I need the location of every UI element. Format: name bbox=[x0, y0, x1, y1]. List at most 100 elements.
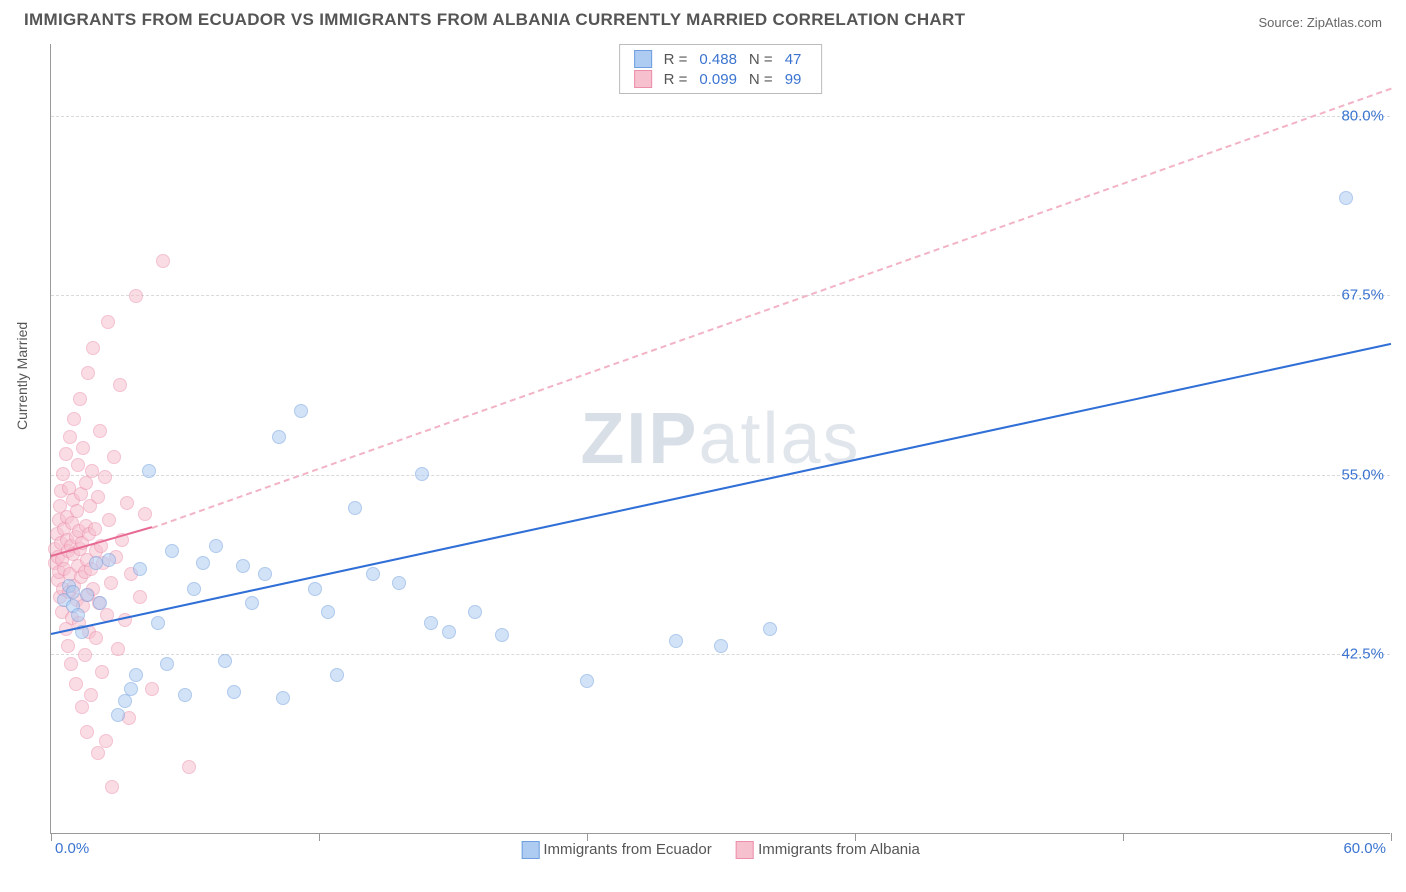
data-point-ecuador bbox=[111, 708, 125, 722]
data-point-albania bbox=[113, 378, 127, 392]
data-point-ecuador bbox=[142, 464, 156, 478]
data-point-ecuador bbox=[258, 567, 272, 581]
data-point-albania bbox=[70, 504, 84, 518]
x-tick bbox=[319, 833, 320, 841]
data-point-ecuador bbox=[102, 553, 116, 567]
data-point-ecuador bbox=[424, 616, 438, 630]
chart-title: IMMIGRANTS FROM ECUADOR VS IMMIGRANTS FR… bbox=[24, 10, 965, 30]
data-point-albania bbox=[76, 441, 90, 455]
legend-row-albania: R = 0.099 N = 99 bbox=[630, 69, 810, 89]
data-point-ecuador bbox=[348, 501, 362, 515]
legend-item-albania: Immigrants from Albania bbox=[736, 841, 920, 859]
data-point-ecuador bbox=[133, 562, 147, 576]
data-point-ecuador bbox=[124, 682, 138, 696]
y-axis-label: Currently Married bbox=[14, 322, 30, 430]
gridline bbox=[51, 295, 1390, 296]
x-tick bbox=[855, 833, 856, 841]
legend-swatch-albania bbox=[634, 70, 652, 88]
x-tick bbox=[587, 833, 588, 841]
data-point-ecuador bbox=[160, 657, 174, 671]
r-label: R = bbox=[660, 49, 696, 69]
y-tick-label: 42.5% bbox=[1341, 646, 1384, 663]
r-label: R = bbox=[660, 69, 696, 89]
data-point-albania bbox=[78, 648, 92, 662]
data-point-albania bbox=[63, 430, 77, 444]
n-value-ecuador: 47 bbox=[781, 49, 810, 69]
data-point-ecuador bbox=[366, 567, 380, 581]
x-tick-min: 0.0% bbox=[55, 840, 89, 857]
legend-label-albania: Immigrants from Albania bbox=[758, 841, 920, 858]
r-value-ecuador: 0.488 bbox=[695, 49, 745, 69]
data-point-ecuador bbox=[415, 467, 429, 481]
data-point-ecuador bbox=[227, 685, 241, 699]
data-point-ecuador bbox=[66, 585, 80, 599]
data-point-albania bbox=[98, 470, 112, 484]
data-point-albania bbox=[88, 522, 102, 536]
data-point-albania bbox=[67, 412, 81, 426]
data-point-ecuador bbox=[763, 622, 777, 636]
y-tick-label: 80.0% bbox=[1341, 107, 1384, 124]
data-point-ecuador bbox=[187, 582, 201, 596]
data-point-ecuador bbox=[468, 605, 482, 619]
legend-swatch-ecuador-icon bbox=[521, 841, 539, 859]
data-point-albania bbox=[145, 682, 159, 696]
data-point-ecuador bbox=[218, 654, 232, 668]
data-point-albania bbox=[105, 780, 119, 794]
data-point-albania bbox=[61, 639, 75, 653]
x-tick bbox=[1123, 833, 1124, 841]
data-point-ecuador bbox=[93, 596, 107, 610]
data-point-ecuador bbox=[442, 625, 456, 639]
data-point-ecuador bbox=[80, 588, 94, 602]
data-point-albania bbox=[156, 254, 170, 268]
data-point-ecuador bbox=[236, 559, 250, 573]
data-point-albania bbox=[91, 490, 105, 504]
x-tick bbox=[51, 833, 52, 841]
data-point-albania bbox=[102, 513, 116, 527]
data-point-ecuador bbox=[209, 539, 223, 553]
data-point-ecuador bbox=[308, 582, 322, 596]
data-point-ecuador bbox=[151, 616, 165, 630]
trendline-albania-extrapolated bbox=[151, 87, 1391, 528]
data-point-ecuador bbox=[495, 628, 509, 642]
n-label: N = bbox=[745, 69, 781, 89]
data-point-albania bbox=[101, 315, 115, 329]
data-point-ecuador bbox=[321, 605, 335, 619]
gridline bbox=[51, 116, 1390, 117]
data-point-ecuador bbox=[669, 634, 683, 648]
y-tick-label: 67.5% bbox=[1341, 287, 1384, 304]
trendline-ecuador bbox=[51, 343, 1391, 635]
data-point-ecuador bbox=[1339, 191, 1353, 205]
data-point-albania bbox=[56, 467, 70, 481]
data-point-albania bbox=[107, 450, 121, 464]
data-point-albania bbox=[69, 677, 83, 691]
data-point-albania bbox=[84, 688, 98, 702]
r-value-albania: 0.099 bbox=[695, 69, 745, 89]
data-point-albania bbox=[111, 642, 125, 656]
data-point-ecuador bbox=[276, 691, 290, 705]
data-point-albania bbox=[80, 725, 94, 739]
gridline bbox=[51, 654, 1390, 655]
data-point-albania bbox=[138, 507, 152, 521]
data-point-albania bbox=[73, 392, 87, 406]
header-bar: IMMIGRANTS FROM ECUADOR VS IMMIGRANTS FR… bbox=[0, 0, 1406, 34]
data-point-ecuador bbox=[196, 556, 210, 570]
data-point-albania bbox=[93, 424, 107, 438]
data-point-ecuador bbox=[294, 404, 308, 418]
chart-plot-area: ZIPatlas R = 0.488 N = 47 R = 0.099 N = … bbox=[50, 44, 1390, 834]
data-point-albania bbox=[89, 631, 103, 645]
data-point-albania bbox=[133, 590, 147, 604]
n-label: N = bbox=[745, 49, 781, 69]
data-point-albania bbox=[99, 734, 113, 748]
data-point-albania bbox=[129, 289, 143, 303]
data-point-ecuador bbox=[245, 596, 259, 610]
n-value-albania: 99 bbox=[781, 69, 810, 89]
data-point-ecuador bbox=[178, 688, 192, 702]
data-point-albania bbox=[104, 576, 118, 590]
data-point-albania bbox=[95, 665, 109, 679]
legend-swatch-ecuador bbox=[634, 50, 652, 68]
series-legend: Immigrants from Ecuador Immigrants from … bbox=[511, 841, 930, 859]
gridline bbox=[51, 475, 1390, 476]
data-point-albania bbox=[71, 458, 85, 472]
data-point-ecuador bbox=[71, 608, 85, 622]
data-point-ecuador bbox=[272, 430, 286, 444]
